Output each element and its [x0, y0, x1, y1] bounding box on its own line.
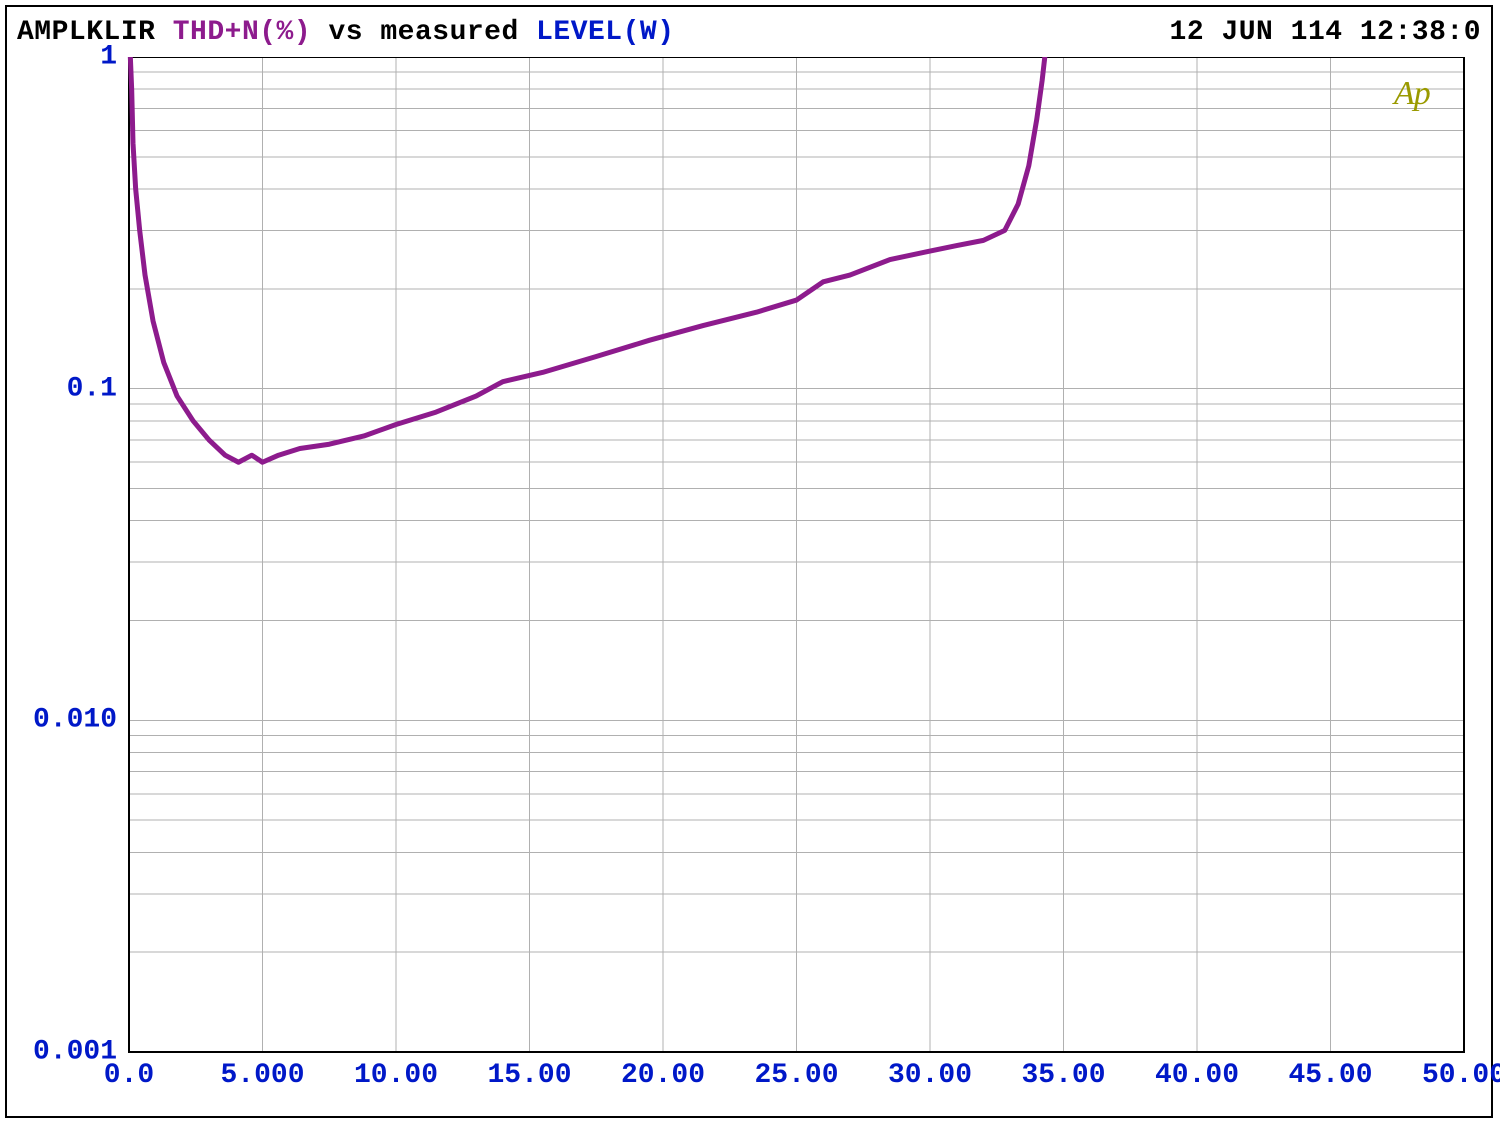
thd-series [130, 57, 1044, 462]
x-tick-label: 0.0 [104, 1060, 154, 1091]
title-segment: LEVEL(W) [536, 17, 674, 48]
y-tick-label: 0.001 [19, 1037, 117, 1068]
y-tick-label: 1 [19, 42, 117, 73]
x-tick-label: 30.00 [888, 1060, 972, 1091]
x-tick-label: 35.00 [1021, 1060, 1105, 1091]
y-tick-label: 0.1 [19, 373, 117, 404]
plot-svg [19, 57, 1479, 1104]
x-tick-label: 40.00 [1155, 1060, 1239, 1091]
title-segment: THD+N(%) [173, 17, 311, 48]
x-tick-label: 10.00 [354, 1060, 438, 1091]
chart-timestamp: 12 JUN 114 12:38:0 [1170, 17, 1481, 48]
x-tick-label: 5.000 [220, 1060, 304, 1091]
x-tick-label: 20.00 [621, 1060, 705, 1091]
y-tick-label: 0.010 [19, 705, 117, 736]
x-tick-label: 15.00 [487, 1060, 571, 1091]
chart-frame: AMPLKLIR THD+N(%) vs measured LEVEL(W) 1… [5, 5, 1493, 1118]
x-tick-label: 45.00 [1288, 1060, 1372, 1091]
chart-header: AMPLKLIR THD+N(%) vs measured LEVEL(W) 1… [17, 17, 1481, 53]
ap-watermark: Ap [1394, 75, 1430, 113]
title-segment: vs measured [311, 17, 536, 48]
plot-area: Ap 0.0010.0100.110.05.00010.0015.0020.00… [19, 57, 1479, 1104]
x-tick-label: 25.00 [754, 1060, 838, 1091]
x-tick-label: 50.00 [1422, 1060, 1500, 1091]
